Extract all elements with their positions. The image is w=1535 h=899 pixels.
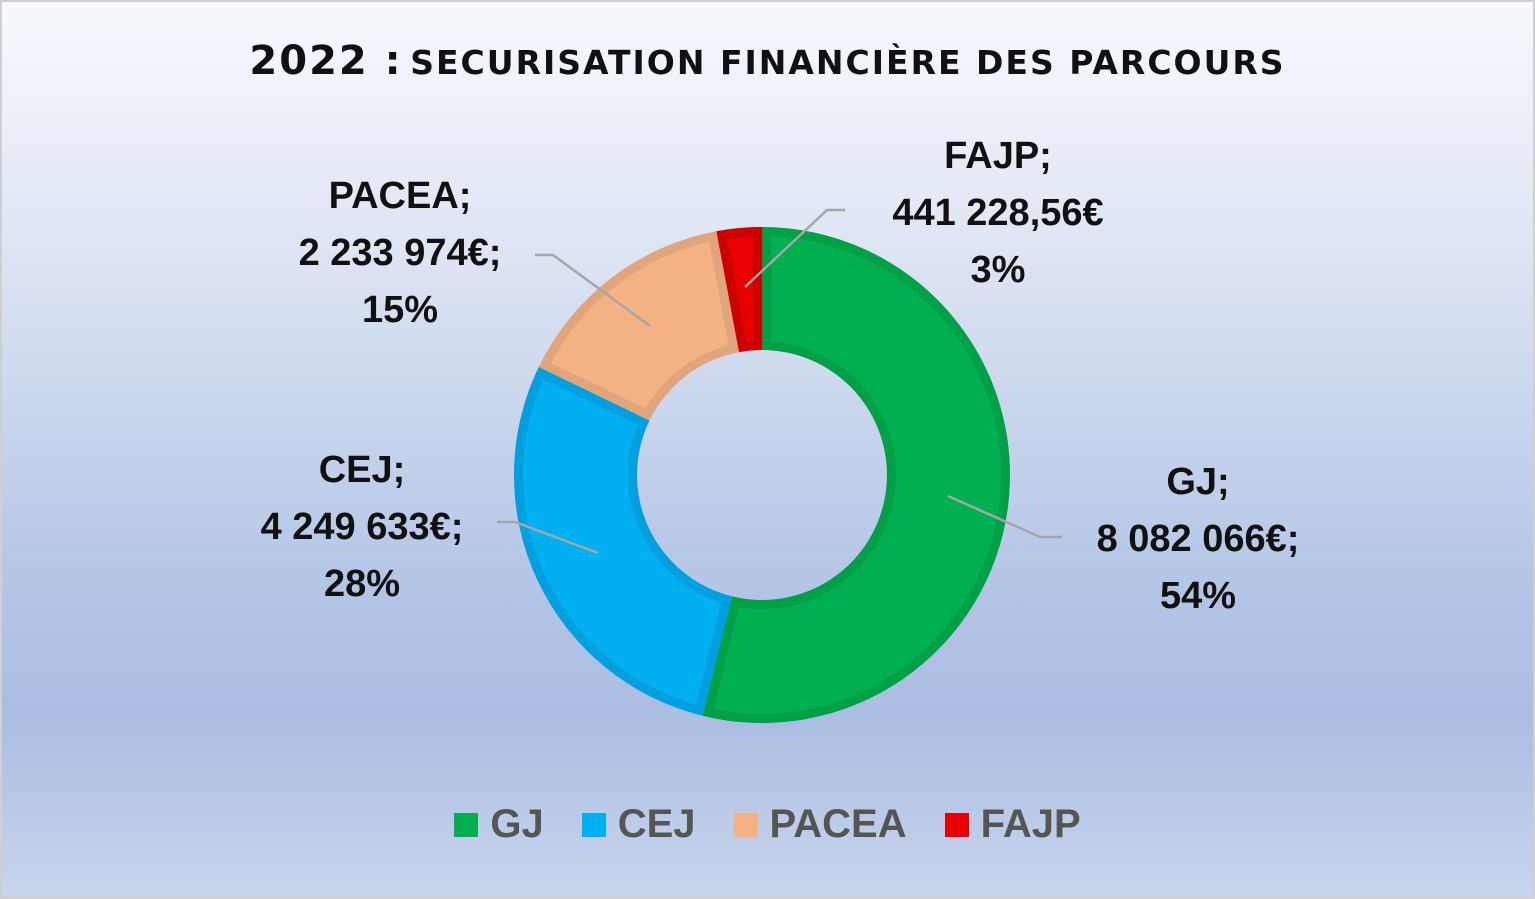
- data-label-cej-1: 4 249 633€;: [261, 506, 464, 548]
- legend-label-cej: CEJ: [617, 802, 696, 846]
- chart-title: 2022 : SECURISATION FINANCIÈRE DES PARCO…: [0, 38, 1535, 84]
- data-label-fajp-1: 441 228,56€: [892, 192, 1103, 234]
- legend-label-gj: GJ: [490, 802, 544, 846]
- leader-line-cej: [497, 520, 599, 555]
- donut-slices: [514, 227, 1011, 723]
- legend-swatch-cej: [581, 812, 606, 837]
- donut-slice-cej: [514, 366, 733, 716]
- data-label-gj-1: 8 082 066€;: [1097, 518, 1300, 560]
- data-label-gj-2: 54%: [1160, 575, 1236, 617]
- legend-item-cej: CEJ: [581, 802, 696, 847]
- chart-legend: GJ CEJ PACEA FAJP: [0, 802, 1535, 847]
- legend-label-pacea: PACEA: [769, 802, 907, 846]
- data-label-fajp-0: FAJP;: [944, 135, 1052, 177]
- leader-line-gj: [947, 494, 1062, 539]
- legend-swatch-pacea: [733, 812, 758, 837]
- data-label-cej-0: CEJ;: [319, 449, 406, 491]
- legend-item-pacea: PACEA: [733, 802, 907, 847]
- data-label-fajp-2: 3%: [971, 249, 1026, 291]
- legend-swatch-gj: [454, 812, 479, 837]
- legend-item-gj: GJ: [454, 802, 544, 847]
- data-label-pacea-0: PACEA;: [329, 175, 472, 217]
- legend-label-fajp: FAJP: [980, 802, 1081, 846]
- legend-swatch-fajp: [944, 812, 969, 837]
- data-label-cej-2: 28%: [324, 563, 400, 605]
- chart-title-text: SECURISATION FINANCIÈRE DES PARCOURS: [410, 43, 1286, 82]
- leader-lines: [497, 208, 1062, 555]
- data-labels: GJ; 8 082 066€; 54% CEJ; 4 249 633€; 28% PACEA…: [261, 135, 1300, 617]
- chart-title-year: 2022 :: [249, 38, 403, 84]
- data-label-pacea-2: 15%: [362, 289, 438, 331]
- data-label-gj-0: GJ;: [1166, 461, 1229, 503]
- legend-item-fajp: FAJP: [944, 802, 1081, 847]
- leader-line-fajp: [744, 208, 845, 288]
- data-label-pacea-1: 2 233 974€;: [299, 232, 502, 274]
- leader-line-pacea: [535, 253, 651, 328]
